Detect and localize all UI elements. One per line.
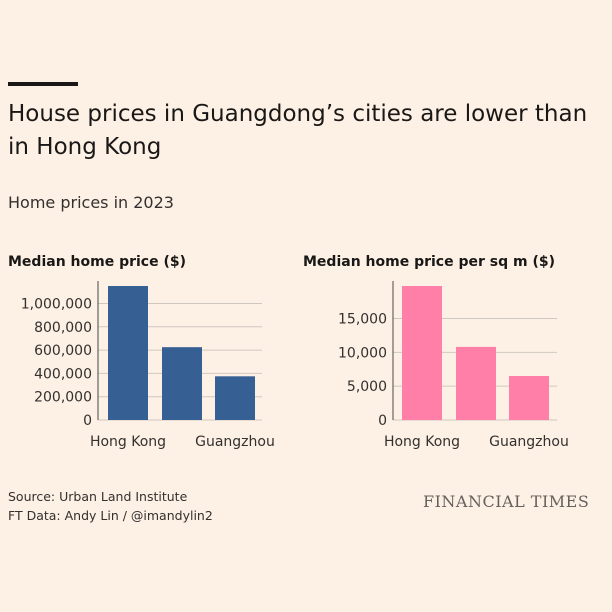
top-rule (8, 82, 78, 86)
y-tick-label: 200,000 (34, 390, 92, 406)
y-tick-label: 0 (378, 413, 387, 429)
credit-text: FT Data: Andy Lin / @imandylin2 (8, 508, 213, 523)
x-category-label: Guangzhou (195, 434, 275, 450)
y-tick-label: 400,000 (34, 366, 92, 382)
y-tick-label: 0 (83, 413, 92, 429)
median-home-price-chart: 0 200,000 400,000 600,000 800,000 1,000,000 Ho… (21, 281, 275, 450)
left-chart-title: Median home price ($) (8, 254, 187, 270)
financial-times-logo: FINANCIAL TIMES (423, 492, 590, 511)
x-category-label: Hong Kong (90, 434, 166, 450)
bar-guangzhou (215, 376, 255, 420)
source-text: Source: Urban Land Institute (8, 489, 188, 504)
y-tick-label: 1,000,000 (21, 296, 92, 312)
bar-shenzhen (162, 347, 202, 420)
bar-shenzhen (456, 346, 496, 420)
bar-hong-kong (108, 286, 148, 420)
chart-headline: House prices in Guangdong’s cities are l… (8, 101, 588, 160)
y-tick-label: 5,000 (347, 379, 387, 395)
y-tick-label: 600,000 (34, 343, 92, 359)
price-per-sqm-chart: 0 5,000 10,000 15,000 Hong Kong Guangzhou (338, 281, 569, 450)
bar-guangzhou (509, 376, 549, 420)
y-tick-label: 10,000 (338, 345, 387, 361)
chart-subtitle: Home prices in 2023 (8, 193, 174, 212)
y-tick-label: 15,000 (338, 311, 387, 327)
x-category-label: Hong Kong (384, 434, 460, 450)
y-tick-label: 800,000 (34, 320, 92, 336)
right-chart-title: Median home price per sq m ($) (303, 254, 555, 270)
source-note: Source: Urban Land Institute FT Data: An… (8, 487, 213, 525)
x-category-label: Guangzhou (489, 434, 569, 450)
bar-hong-kong (402, 286, 442, 420)
